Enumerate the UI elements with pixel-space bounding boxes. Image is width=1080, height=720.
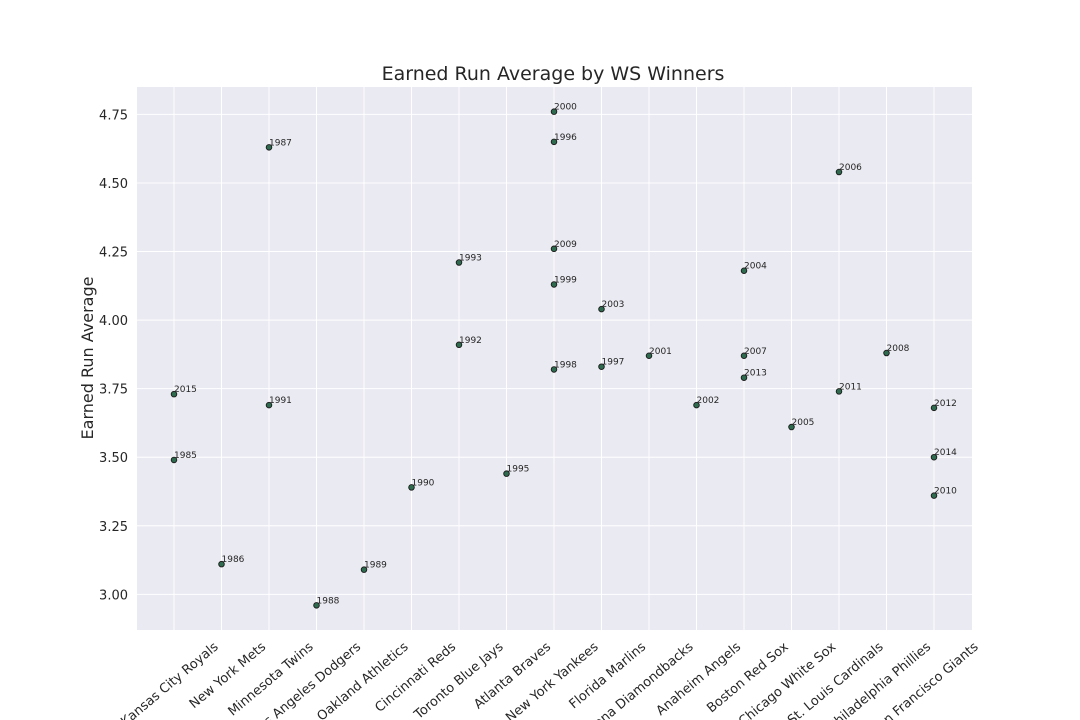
data-point [740, 352, 748, 360]
data-point [598, 363, 605, 370]
data-point [550, 366, 558, 373]
data-point [455, 341, 463, 349]
chart-title: Earned Run Average by WS Winners [382, 63, 725, 85]
year-label: 1989 [364, 561, 387, 571]
data-point [835, 168, 843, 176]
year-label: 1992 [459, 336, 482, 346]
y-tick-label: 3.75 [99, 383, 128, 398]
data-point [265, 401, 273, 409]
data-point [835, 388, 843, 395]
data-point [455, 259, 463, 266]
year-label: 1993 [459, 254, 482, 264]
year-label: 2011 [839, 382, 862, 392]
data-point [265, 144, 273, 151]
data-points [170, 108, 938, 609]
year-label: 2014 [934, 448, 957, 458]
year-label: 2001 [649, 347, 672, 357]
year-label: 1996 [554, 133, 577, 143]
year-label: 2009 [554, 240, 577, 250]
data-point [550, 138, 558, 146]
year-label: 1985 [174, 451, 197, 461]
year-label: 2004 [744, 262, 767, 272]
data-point [645, 352, 653, 360]
year-label: 2008 [887, 344, 910, 354]
x-tick-label: Anaheim Angels [654, 639, 745, 718]
year-label: 1986 [222, 555, 245, 565]
year-label: 1995 [507, 465, 530, 475]
x-tick-label: Kansas City Royals [118, 639, 221, 720]
data-point [740, 267, 748, 274]
year-label: 1998 [554, 360, 577, 370]
data-point [598, 305, 605, 313]
y-tick-label: 4.00 [99, 314, 128, 329]
y-tick-label: 3.50 [99, 451, 128, 466]
y-tick-label: 4.50 [99, 177, 128, 192]
x-tick-label: Boston Red Sox [704, 639, 792, 716]
year-label: 2007 [744, 347, 767, 357]
data-point [408, 484, 415, 491]
data-point [550, 281, 558, 288]
year-label: 1999 [554, 275, 577, 285]
year-label: 1990 [412, 478, 435, 488]
year-label: 1987 [269, 138, 292, 148]
data-point [170, 456, 178, 464]
data-point [170, 390, 178, 398]
year-label: 2003 [602, 300, 625, 310]
data-point [693, 401, 700, 409]
data-point [550, 245, 558, 253]
year-label: 2012 [934, 399, 957, 409]
year-label: 1997 [602, 358, 625, 368]
year-label: 1988 [317, 596, 340, 606]
data-point [740, 374, 748, 381]
year-label: 2010 [934, 487, 957, 497]
data-point [313, 602, 320, 609]
year-label: 1991 [269, 396, 292, 406]
data-point [930, 453, 938, 461]
point-annotations: 1985 2015 1986 1987 1991 1988 1989 1990 1992 1993… [174, 103, 957, 607]
y-axis-ticks: 3.00 3.25 3.50 3.75 4.00 4.25 4.50 4.75 [99, 108, 128, 603]
x-tick-label: Minnesota Twins [226, 639, 317, 719]
year-label: 2015 [174, 385, 197, 395]
year-label: 2013 [744, 369, 767, 379]
data-point [360, 566, 368, 573]
y-tick-label: 4.75 [99, 108, 128, 123]
y-tick-label: 3.25 [99, 520, 128, 535]
year-label: 2005 [792, 418, 815, 428]
data-point [788, 423, 795, 431]
y-axis-label: Earned Run Average [78, 277, 97, 440]
data-point [883, 349, 890, 357]
data-point [930, 492, 938, 499]
year-label: 2006 [839, 163, 862, 173]
data-point [503, 470, 510, 477]
x-tick-label: Cincinnati Reds [372, 639, 459, 715]
data-point [218, 560, 225, 568]
y-tick-label: 4.25 [99, 246, 128, 261]
x-tick-label: Toronto Blue Jays [411, 639, 507, 720]
year-label: 2000 [554, 103, 577, 113]
data-point [550, 108, 558, 115]
y-tick-label: 3.00 [99, 588, 128, 603]
grid-lines [137, 87, 972, 630]
data-point [930, 404, 938, 412]
year-label: 2002 [697, 396, 720, 406]
